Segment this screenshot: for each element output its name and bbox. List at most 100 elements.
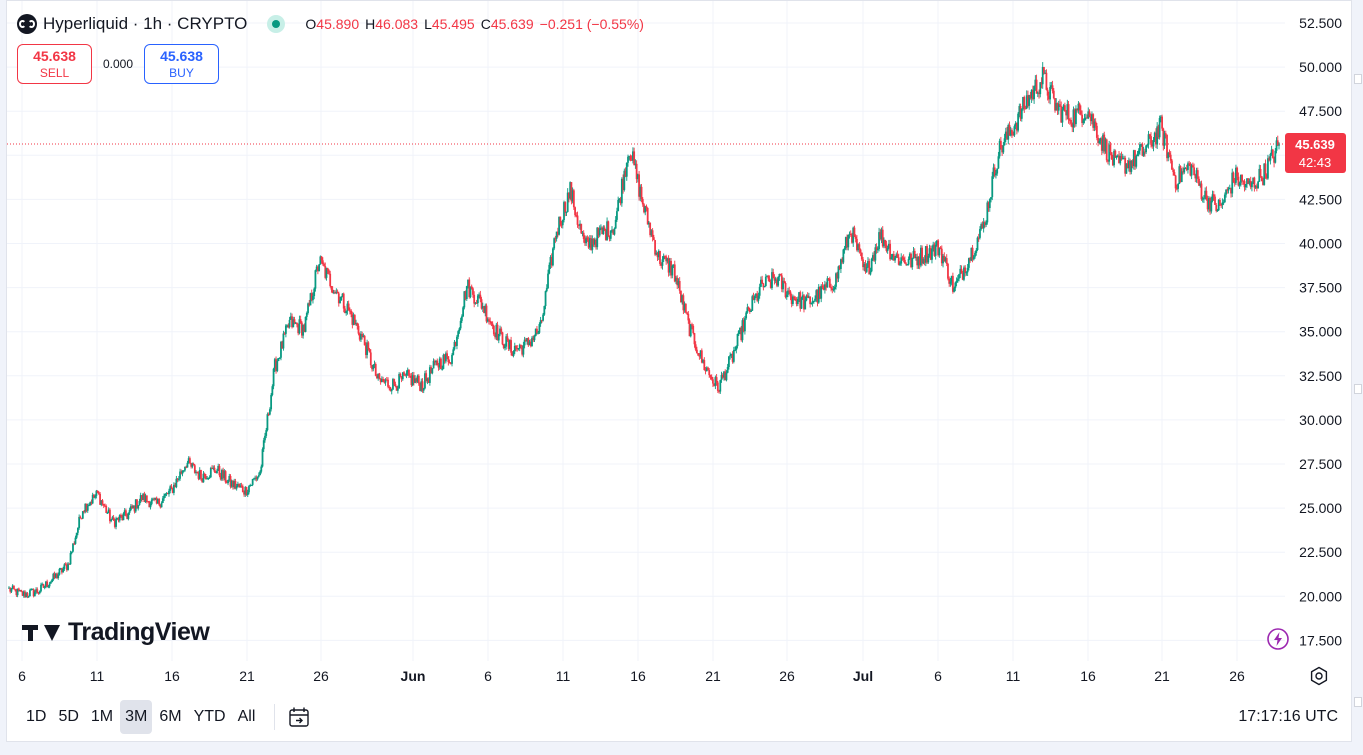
lightning-icon[interactable] [1266, 627, 1290, 651]
time-tick-label: 26 [313, 668, 329, 684]
candle [969, 257, 972, 263]
range-ytd-button[interactable]: YTD [193, 708, 226, 725]
range-all-button[interactable]: All [237, 708, 256, 725]
candle [479, 290, 482, 303]
candle [1169, 151, 1172, 164]
candle [940, 245, 943, 266]
candle [476, 293, 479, 307]
market-open-dot-icon[interactable] [267, 15, 286, 33]
candle [661, 256, 664, 270]
candle [265, 427, 268, 439]
candle [655, 250, 658, 256]
range-3m-button[interactable]: 3M [120, 700, 153, 734]
candle [189, 456, 191, 465]
candle [286, 324, 289, 328]
candle [1011, 128, 1013, 138]
candle [390, 388, 393, 395]
candle [206, 475, 209, 480]
range-1d-button[interactable]: 1D [26, 708, 47, 725]
symbol-legend[interactable]: Hyperliquid · 1h · CRYPTO O45.890 H46.08… [17, 11, 644, 37]
range-1m-button[interactable]: 1M [90, 708, 114, 725]
candle [126, 513, 129, 520]
candle [1071, 122, 1074, 133]
candle [174, 482, 177, 488]
candle [425, 370, 428, 383]
tradingview-logo[interactable]: TradingView [22, 618, 210, 647]
candle [236, 481, 239, 488]
candle [617, 196, 620, 212]
candle [933, 242, 936, 257]
candle [758, 283, 761, 299]
candle [1014, 121, 1017, 130]
candle [796, 296, 799, 307]
candle [832, 286, 835, 292]
candle [486, 317, 489, 323]
candle [110, 518, 113, 523]
candle [703, 357, 706, 371]
candle [1141, 142, 1144, 157]
candle [385, 376, 388, 381]
candle [1157, 124, 1160, 140]
candle [440, 357, 442, 370]
candle [792, 294, 794, 306]
utc-clock[interactable]: 17:17:16 UTC [1238, 708, 1338, 725]
tradingview-wordmark: TradingView [68, 618, 210, 646]
candle [332, 290, 335, 295]
candle [147, 500, 149, 503]
sell-button[interactable]: 45.638 SELL [17, 44, 92, 84]
candle [1175, 184, 1178, 191]
candle [78, 514, 81, 530]
chart-canvas[interactable]: 52.50050.00047.50045.00042.50040.00037.5… [7, 1, 1352, 742]
candle [298, 315, 301, 335]
candle [991, 171, 994, 201]
candle [456, 334, 458, 350]
buy-button[interactable]: 45.638 BUY [144, 44, 219, 84]
candle [592, 238, 595, 247]
candle [315, 264, 318, 272]
candle [1052, 88, 1055, 100]
candle [986, 200, 989, 225]
candle [310, 289, 313, 302]
candle [1086, 114, 1088, 119]
range-selector: 1D 5D 1M 3M 6M YTD All [21, 700, 262, 734]
candle [41, 582, 44, 586]
symbol-title[interactable]: Hyperliquid · 1h · CRYPTO [43, 14, 248, 33]
candle [673, 260, 676, 283]
candle [1089, 113, 1092, 126]
candle [48, 581, 51, 589]
candle [1263, 163, 1266, 186]
range-6m-button[interactable]: 6M [159, 708, 182, 725]
calendar-arrow-icon[interactable] [285, 703, 313, 731]
candle [874, 243, 877, 265]
range-5d-button[interactable]: 5D [58, 708, 79, 725]
candle [1108, 140, 1111, 166]
candle [1252, 177, 1255, 185]
candle [235, 483, 238, 491]
candle [543, 305, 546, 316]
last-price-label: 45.639 42:43 [1285, 133, 1346, 173]
candle [1206, 195, 1209, 212]
candle [36, 587, 39, 594]
candle [1124, 155, 1127, 177]
candle [392, 377, 394, 390]
candle [1163, 130, 1166, 150]
candle [1219, 197, 1221, 206]
candle [944, 256, 947, 263]
candle [400, 376, 403, 383]
candle [216, 468, 218, 474]
candle [1070, 117, 1072, 127]
candle [91, 492, 94, 505]
candle [689, 324, 692, 338]
candle [593, 237, 596, 248]
candle [158, 497, 161, 506]
candle [88, 503, 90, 507]
candle [123, 508, 126, 516]
candle [787, 287, 789, 298]
candle [912, 246, 915, 259]
gear-icon[interactable] [1309, 666, 1329, 686]
candle [676, 275, 679, 289]
candle [1060, 101, 1063, 123]
candle [171, 487, 174, 494]
candle [19, 589, 21, 592]
candle [458, 327, 461, 334]
